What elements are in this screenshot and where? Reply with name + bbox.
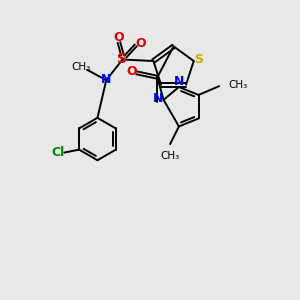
Text: CH₃: CH₃ xyxy=(160,151,180,160)
Text: CH₃: CH₃ xyxy=(228,80,247,90)
Text: O: O xyxy=(126,64,137,78)
Text: CH₃: CH₃ xyxy=(71,62,90,72)
Text: O: O xyxy=(114,31,124,44)
Text: N: N xyxy=(174,75,184,88)
Text: N: N xyxy=(100,73,111,86)
Text: S: S xyxy=(118,52,128,66)
Text: S: S xyxy=(194,53,203,66)
Text: O: O xyxy=(136,38,146,50)
Text: N: N xyxy=(153,92,164,105)
Text: Cl: Cl xyxy=(51,146,64,159)
